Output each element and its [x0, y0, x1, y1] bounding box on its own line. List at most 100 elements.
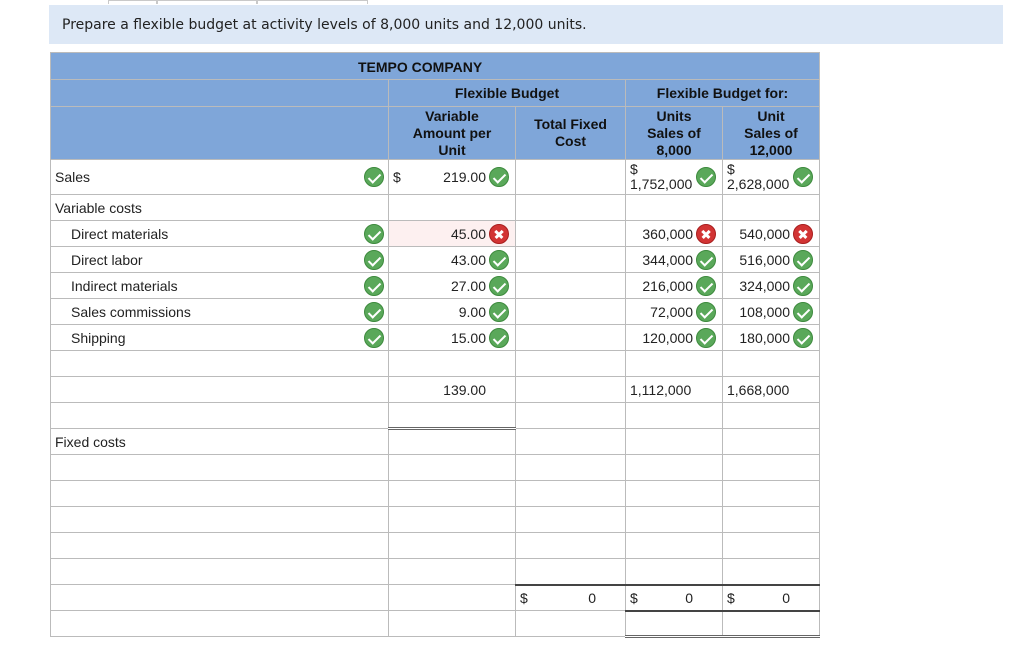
fixed-8000-input[interactable]	[625, 480, 723, 507]
units-8000-header: Units Sales of 8,000	[625, 106, 723, 160]
total-fixed-cost-cell[interactable]: $ 0	[515, 583, 626, 611]
fixed-12000-input[interactable]	[722, 480, 820, 507]
blank-per-unit-input[interactable]	[388, 402, 516, 430]
empty-cell	[722, 428, 820, 455]
variable-per-unit-value: 43.00	[450, 251, 486, 268]
tab-edge	[108, 0, 158, 4]
blank-label-input[interactable]	[50, 402, 389, 429]
fixed-cost-input[interactable]	[515, 480, 626, 507]
variable-8000-cell[interactable]: 344,000	[625, 246, 723, 273]
check-icon	[489, 250, 509, 270]
total-per-unit-cell[interactable]: 139.00	[388, 376, 516, 403]
header-line: 8,000	[656, 141, 692, 158]
total-fixed-label-input[interactable]	[50, 584, 389, 611]
variable-per-unit-cell[interactable]: 27.00	[388, 272, 516, 299]
final-label-input[interactable]	[50, 610, 389, 637]
check-icon	[696, 302, 716, 322]
fixed-costs-label: Fixed costs	[50, 428, 389, 455]
total-fixed-8000-cell[interactable]: $ 0	[625, 583, 723, 611]
fixed-label-input[interactable]	[50, 558, 389, 585]
variable-8000-cell[interactable]: 216,000	[625, 272, 723, 299]
fixed-costs-row: Fixed costs	[50, 428, 820, 455]
check-icon	[793, 328, 813, 348]
fixed-8000-input[interactable]	[625, 454, 723, 481]
variable-row: Indirect materials 27.00 216,000 324,000	[50, 272, 820, 299]
fixed-12000-input[interactable]	[722, 506, 820, 533]
fixed-label-input[interactable]	[50, 454, 389, 481]
sales-label-cell[interactable]: Sales	[50, 159, 389, 195]
variable-fixed-cell[interactable]	[515, 298, 626, 325]
variable-label-cell[interactable]: Direct labor	[50, 246, 389, 273]
header-row-groups: Flexible Budget Flexible Budget for:	[50, 79, 820, 107]
variable-8000-value: 72,000	[650, 303, 693, 320]
sales-fixed-cell[interactable]	[515, 159, 626, 195]
final-8000-input[interactable]	[625, 609, 723, 638]
header-line: Variable	[425, 107, 479, 124]
dollar-sign: $	[630, 161, 638, 177]
variable-label-cell[interactable]: Direct materials	[50, 220, 389, 247]
variable-12000-cell[interactable]: 180,000	[722, 324, 820, 351]
variable-per-unit-cell[interactable]: 43.00	[388, 246, 516, 273]
check-icon	[364, 250, 384, 270]
fixed-12000-input[interactable]	[722, 558, 820, 585]
fixed-cost-input[interactable]	[515, 532, 626, 559]
variable-per-unit-cell[interactable]: 15.00	[388, 324, 516, 351]
variable-per-unit-value: 27.00	[450, 277, 486, 294]
empty-cell	[388, 480, 516, 507]
fixed-input-row	[50, 558, 820, 585]
header-line: Cost	[554, 133, 587, 149]
fixed-label-input[interactable]	[50, 506, 389, 533]
empty-cell	[625, 194, 723, 221]
sales-12000-cell[interactable]: $ 2,628,000	[722, 159, 820, 195]
dollar-sign: $	[727, 161, 735, 177]
variable-costs-row: Variable costs	[50, 194, 820, 221]
variable-8000-cell[interactable]: 72,000	[625, 298, 723, 325]
variable-per-unit-value: 45.00	[450, 225, 486, 242]
variable-8000-value: 216,000	[642, 277, 693, 294]
final-12000-input[interactable]	[722, 609, 820, 638]
total-fixed-cell[interactable]	[515, 376, 626, 403]
total-8000-cell[interactable]: 1,112,000	[625, 376, 723, 403]
sales-per-unit-cell[interactable]: $ 219.00	[388, 159, 516, 195]
total-fixed-12000-cell[interactable]: $ 0	[722, 583, 820, 611]
variable-fixed-cell[interactable]	[515, 324, 626, 351]
variable-8000-cell[interactable]: 360,000	[625, 220, 723, 247]
fixed-cost-input[interactable]	[515, 454, 626, 481]
header-line: Sales of	[647, 124, 701, 141]
variable-label: Sales commissions	[71, 303, 191, 320]
top-tabs	[48, 0, 1002, 4]
variable-12000-cell[interactable]: 540,000	[722, 220, 820, 247]
sales-8000-cell[interactable]: $ 1,752,000	[625, 159, 723, 195]
dollar-sign: $	[630, 589, 638, 606]
fixed-12000-input[interactable]	[722, 454, 820, 481]
fixed-8000-input[interactable]	[625, 532, 723, 559]
dollar-sign: $	[393, 169, 401, 185]
variable-per-unit-cell[interactable]: 9.00	[388, 298, 516, 325]
variable-label-cell[interactable]: Shipping	[50, 324, 389, 351]
variable-8000-cell[interactable]: 120,000	[625, 324, 723, 351]
empty-cell	[515, 350, 626, 377]
empty-cell	[388, 610, 516, 637]
sales-8000-stack: $ 1,752,000	[630, 162, 692, 192]
fixed-8000-input[interactable]	[625, 558, 723, 585]
variable-12000-cell[interactable]: 108,000	[722, 298, 820, 325]
fixed-label-input[interactable]	[50, 532, 389, 559]
variable-12000-cell[interactable]: 516,000	[722, 246, 820, 273]
variable-fixed-cell[interactable]	[515, 272, 626, 299]
instruction-text: Prepare a flexible budget at activity le…	[62, 17, 587, 33]
variable-per-unit-cell[interactable]: 45.00	[388, 220, 516, 247]
variable-12000-cell[interactable]: 324,000	[722, 272, 820, 299]
total-label-input[interactable]	[50, 376, 389, 403]
fixed-label-input[interactable]	[50, 480, 389, 507]
fixed-8000-input[interactable]	[625, 506, 723, 533]
variable-label-cell[interactable]: Indirect materials	[50, 272, 389, 299]
variable-label-cell[interactable]: Sales commissions	[50, 298, 389, 325]
fixed-cost-input[interactable]	[515, 558, 626, 585]
fixed-12000-input[interactable]	[722, 532, 820, 559]
total-12000-cell[interactable]: 1,668,000	[722, 376, 820, 403]
sales-row: Sales $ 219.00 $ 1,752,000 $ 2,628,000	[50, 159, 820, 195]
fixed-input-row	[50, 532, 820, 559]
fixed-cost-input[interactable]	[515, 506, 626, 533]
variable-fixed-cell[interactable]	[515, 246, 626, 273]
variable-fixed-cell[interactable]	[515, 220, 626, 247]
